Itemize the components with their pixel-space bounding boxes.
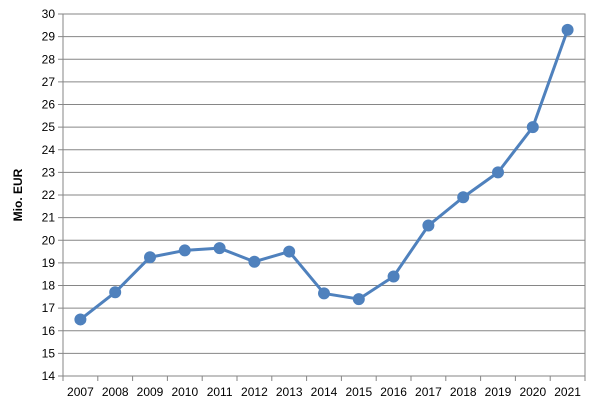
data-point-2014 [318,287,330,300]
y-tick-label: 14 [42,369,56,383]
x-tick-label: 2012 [241,385,268,399]
x-tick-label: 2020 [519,385,546,399]
y-tick-label: 24 [42,143,56,157]
data-point-2019 [492,166,504,179]
data-series [74,23,574,326]
y-tick-label: 15 [42,346,56,360]
x-axis-tick-labels: 2007 2008 2009 2010 2011 2012 2013 2014 2015 2016… [67,385,581,399]
data-point-2007 [74,313,87,326]
y-tick-label: 29 [42,30,56,44]
plot-area-border [62,13,586,377]
data-point-2016 [387,270,400,283]
x-tick-label: 2018 [450,385,477,399]
y-tick-label: 28 [42,52,56,66]
x-tick-label: 2016 [380,385,407,399]
gridlines [63,13,585,377]
y-tick-label: 20 [42,233,56,247]
x-tick-label: 2015 [345,385,372,399]
data-point-2018 [457,191,470,204]
y-axis-tick-labels: 14 15 16 17 18 19 20 21 22 23 24 25 26 27 28 29 30 [42,7,56,383]
data-point-2009 [144,251,156,264]
y-tick-label: 25 [42,120,56,134]
x-tick-label: 2021 [554,385,581,399]
x-tick-label: 2013 [276,385,303,399]
data-point-2020 [526,121,539,134]
data-point-2013 [283,245,296,258]
y-tick-label: 30 [42,7,56,21]
x-tick-label: 2007 [67,385,94,399]
y-tick-label: 27 [42,75,56,89]
data-point-2021 [561,23,574,36]
data-point-2011 [213,242,226,255]
x-tick-label: 2008 [102,385,129,399]
x-tick-label: 2014 [311,385,338,399]
y-axis-title: Mio. EUR [11,168,25,221]
data-point-2010 [178,244,191,257]
y-tick-label: 23 [42,165,56,179]
x-tick-label: 2017 [415,385,442,399]
x-tick-label: 2011 [207,385,233,399]
data-point-2012 [248,255,261,268]
y-tick-label: 18 [42,279,56,293]
y-tick-label: 21 [42,211,56,225]
y-tick-label: 16 [42,324,56,338]
y-tick-label: 17 [42,301,56,315]
x-tick-label: 2019 [485,385,512,399]
data-point-2015 [352,293,365,306]
data-point-2008 [109,286,122,299]
y-tick-label: 19 [42,256,56,270]
axes [58,13,586,381]
x-tick-label: 2010 [171,385,198,399]
x-tick-label: 2009 [137,385,164,399]
data-point-2017 [422,219,435,232]
y-tick-label: 22 [42,188,56,202]
y-tick-label: 26 [42,98,56,112]
